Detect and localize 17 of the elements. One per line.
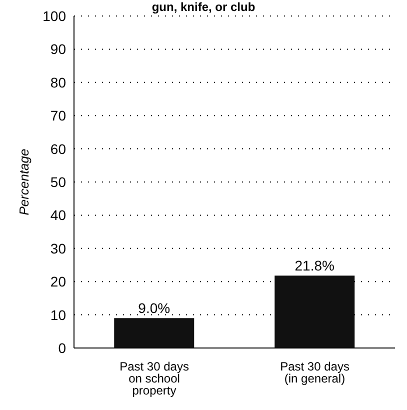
y-tick-label: 90 [50, 41, 66, 58]
x-tick-label: Past 30 days (in general) [280, 360, 350, 386]
y-tick-label: 20 [50, 274, 66, 290]
y-tick-label: 30 [50, 240, 66, 256]
data-label: 9.0% [138, 300, 170, 316]
y-tick-label: 50 [50, 174, 66, 190]
y-axis-title: Percentage [16, 148, 32, 216]
x-tick-label: Past 30 days on school property [120, 360, 189, 398]
chart-title: gun, knife, or club [152, 0, 256, 14]
y-tick-label: 10 [50, 306, 66, 323]
data-label: 21.8% [294, 258, 334, 274]
y-tick-label: 80 [50, 74, 66, 90]
y-tick-label: 40 [50, 207, 66, 224]
y-tick-label: 0 [58, 340, 66, 356]
y-tick-label: 100 [42, 8, 66, 24]
y-tick-label: 60 [50, 140, 66, 157]
y-tick-label: 70 [50, 108, 66, 124]
